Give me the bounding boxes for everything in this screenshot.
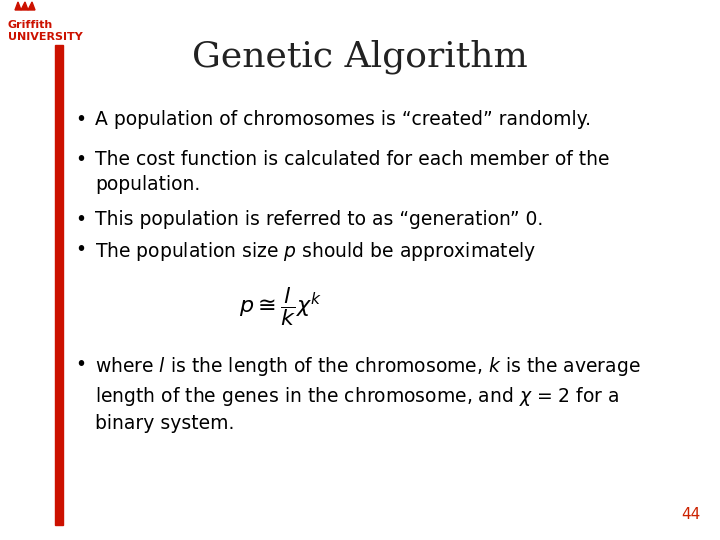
Text: The population size $p$ should be approximately: The population size $p$ should be approx… <box>95 240 536 263</box>
Text: This population is referred to as “generation” 0.: This population is referred to as “gener… <box>95 210 544 229</box>
Text: •: • <box>75 150 86 169</box>
Text: 44: 44 <box>680 507 700 522</box>
Text: The cost function is calculated for each member of the
population.: The cost function is calculated for each… <box>95 150 610 194</box>
Text: A population of chromosomes is “created” randomly.: A population of chromosomes is “created”… <box>95 110 591 129</box>
Polygon shape <box>15 2 21 10</box>
Polygon shape <box>28 2 35 10</box>
Polygon shape <box>21 2 28 10</box>
Text: Genetic Algorithm: Genetic Algorithm <box>192 40 528 75</box>
Text: •: • <box>75 110 86 129</box>
Text: •: • <box>75 355 86 374</box>
Text: $p \cong \dfrac{l}{k}\chi^k$: $p \cong \dfrac{l}{k}\chi^k$ <box>238 285 321 328</box>
Text: •: • <box>75 240 86 259</box>
Text: where $l$ is the length of the chromosome, $k$ is the average
length of the gene: where $l$ is the length of the chromosom… <box>95 355 641 433</box>
Text: •: • <box>75 210 86 229</box>
Text: Griffith
UNIVERSITY: Griffith UNIVERSITY <box>8 20 83 42</box>
Bar <box>55 45 63 525</box>
